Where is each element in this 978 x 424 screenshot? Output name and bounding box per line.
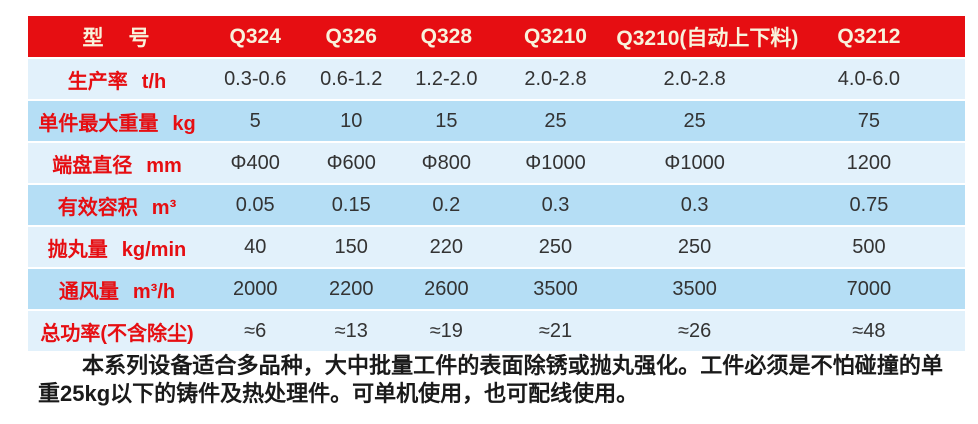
- row-label: 抛丸量 kg/min: [28, 227, 207, 267]
- header-model-Q324: Q324: [206, 16, 305, 57]
- value-cell: 0.3: [616, 185, 773, 225]
- row-unit: mm: [146, 154, 182, 177]
- table-row: 抛丸量 kg/min 40 150 220 250 250 500: [28, 227, 965, 267]
- row-label: 通风量 m³/h: [28, 269, 207, 309]
- table-row: 有效容积 m³ 0.05 0.15 0.2 0.3 0.3 0.75: [28, 185, 965, 225]
- value-cell: 7000: [772, 269, 965, 309]
- row-label-text: 单件最大重量: [38, 112, 159, 135]
- row-label: 总功率(不含除尘): [28, 311, 207, 351]
- value-cell: Φ600: [304, 143, 399, 183]
- value-cell: 4.0-6.0: [772, 59, 965, 99]
- header-model-Q3212: Q3212: [772, 16, 965, 57]
- row-unit: m³/h: [132, 280, 176, 303]
- value-cell: 2600: [398, 269, 495, 309]
- row-unit: kg/min: [121, 238, 187, 261]
- value-cell: 2.0-2.8: [494, 59, 617, 99]
- value-cell: 40: [206, 227, 305, 267]
- value-cell: 0.75: [772, 185, 965, 225]
- header-model-Q326: Q326: [304, 16, 399, 57]
- value-cell: 0.2: [398, 185, 495, 225]
- value-cell: 10: [304, 101, 399, 141]
- row-label-text: 端盘直径: [52, 154, 133, 177]
- value-cell: 0.15: [304, 185, 399, 225]
- value-cell: 2200: [304, 269, 399, 309]
- value-cell: 1200: [772, 143, 965, 183]
- value-cell: ≈6: [206, 311, 305, 351]
- header-model-Q3210: Q3210: [494, 16, 617, 57]
- value-cell: 3500: [616, 269, 773, 309]
- table-header-row: 型 号 Q324 Q326 Q328 Q3210 Q3210(自动上下料) Q3212: [28, 16, 965, 57]
- value-cell: ≈21: [494, 311, 617, 351]
- table-row: 生产率 t/h 0.3-0.6 0.6-1.2 1.2-2.0 2.0-2.8 2.0-2.…: [28, 59, 965, 99]
- value-cell: 25: [494, 101, 617, 141]
- row-label: 生产率 t/h: [28, 59, 207, 99]
- value-cell: 75: [772, 101, 965, 141]
- row-unit: t/h: [141, 70, 167, 93]
- value-cell: 25: [616, 101, 773, 141]
- row-label-text: 通风量: [58, 280, 119, 303]
- value-cell: 500: [772, 227, 965, 267]
- value-cell: 150: [304, 227, 399, 267]
- value-cell: 0.6-1.2: [304, 59, 399, 99]
- value-cell: ≈26: [616, 311, 773, 351]
- table-body: 生产率 t/h 0.3-0.6 0.6-1.2 1.2-2.0 2.0-2.8 2.0-2.…: [28, 59, 965, 351]
- header-model-Q3210(自动上下料): Q3210(自动上下料): [616, 16, 798, 57]
- value-cell: 5: [206, 101, 305, 141]
- value-cell: Φ800: [398, 143, 495, 183]
- value-cell: Φ1000: [616, 143, 773, 183]
- value-cell: 2.0-2.8: [616, 59, 773, 99]
- table-row: 单件最大重量 kg 5 10 15 25 25 75: [28, 101, 965, 141]
- row-unit: kg: [172, 112, 196, 135]
- value-cell: 0.3: [494, 185, 617, 225]
- value-cell: 15: [398, 101, 495, 141]
- value-cell: Φ400: [206, 143, 305, 183]
- value-cell: ≈13: [304, 311, 399, 351]
- spec-table: 型 号 Q324 Q326 Q328 Q3210 Q3210(自动上下料) Q3212 生…: [28, 14, 965, 353]
- value-cell: 250: [616, 227, 773, 267]
- header-model-label: 型 号: [28, 16, 207, 57]
- value-cell: 220: [398, 227, 495, 267]
- row-label-text: 总功率(不含除尘): [40, 322, 194, 345]
- row-label: 端盘直径 mm: [28, 143, 207, 183]
- row-label-text: 抛丸量: [47, 238, 108, 261]
- row-label-text: 有效容积: [57, 196, 138, 219]
- row-label: 有效容积 m³: [28, 185, 207, 225]
- row-unit: m³: [151, 196, 177, 219]
- value-cell: 0.05: [206, 185, 305, 225]
- table-row: 端盘直径 mm Φ400 Φ600 Φ800 Φ1000 Φ1000 1200: [28, 143, 965, 183]
- value-cell: Φ1000: [494, 143, 617, 183]
- table-row: 总功率(不含除尘) ≈6 ≈13 ≈19 ≈21 ≈26 ≈48: [28, 311, 965, 351]
- value-cell: 250: [494, 227, 617, 267]
- value-cell: ≈19: [398, 311, 495, 351]
- value-cell: 3500: [494, 269, 617, 309]
- value-cell: 1.2-2.0: [398, 59, 495, 99]
- value-cell: 0.3-0.6: [206, 59, 305, 99]
- header-model-Q328: Q328: [398, 16, 495, 57]
- description-paragraph: 本系列设备适合多品种，大中批量工件的表面除锈或抛丸强化。工件必须是不怕碰撞的单重…: [38, 353, 943, 407]
- table-row: 通风量 m³/h 2000 2200 2600 3500 3500 7000: [28, 269, 965, 309]
- value-cell: 2000: [206, 269, 305, 309]
- row-label-text: 生产率: [67, 70, 128, 93]
- row-label: 单件最大重量 kg: [28, 101, 207, 141]
- value-cell: ≈48: [772, 311, 965, 351]
